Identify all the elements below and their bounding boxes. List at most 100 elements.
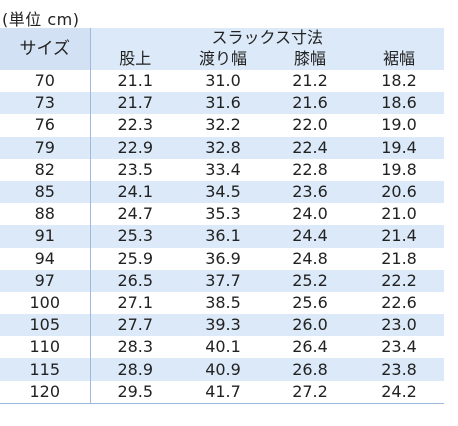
size-table: サイズ スラックス寸法 股上 渡り幅 膝幅 裾幅 70 21.1 31.0 21.2 1… — [0, 28, 445, 403]
cell-size: 100 — [0, 291, 91, 315]
cell-hem-width: 20.6 — [354, 180, 445, 204]
cell-thigh-width: 40.1 — [180, 336, 266, 359]
header-hem-width: 裾幅 — [354, 48, 445, 70]
cell-rise: 25.9 — [90, 247, 180, 270]
cell-knee-width: 26.8 — [266, 358, 354, 381]
cell-thigh-width: 34.5 — [180, 180, 266, 204]
cell-size: 70 — [0, 70, 91, 93]
table-row: 85 24.1 34.5 23.6 20.6 — [0, 180, 445, 204]
cell-rise: 24.7 — [90, 203, 180, 226]
header-slacks-dimensions: スラックス寸法 — [90, 28, 445, 48]
cell-thigh-width: 39.3 — [180, 314, 266, 337]
table-row: 100 27.1 38.5 25.6 22.6 — [0, 291, 445, 315]
cell-hem-width: 21.4 — [354, 225, 445, 248]
cell-thigh-width: 31.0 — [180, 70, 266, 93]
cell-knee-width: 26.0 — [266, 314, 354, 337]
cell-hem-width: 22.2 — [354, 269, 445, 292]
header-size: サイズ — [0, 28, 91, 70]
cell-thigh-width: 31.6 — [180, 92, 266, 115]
cell-hem-width: 21.0 — [354, 203, 445, 226]
cell-size: 76 — [0, 114, 91, 137]
cell-knee-width: 22.8 — [266, 158, 354, 181]
cell-size: 94 — [0, 247, 91, 270]
cell-rise: 28.9 — [90, 358, 180, 381]
cell-hem-width: 19.8 — [354, 158, 445, 181]
cell-knee-width: 24.4 — [266, 225, 354, 248]
cell-size: 85 — [0, 180, 91, 204]
cell-rise: 28.3 — [90, 336, 180, 359]
cell-knee-width: 25.2 — [266, 269, 354, 292]
cell-rise: 22.9 — [90, 136, 180, 159]
table-row: 94 25.9 36.9 24.8 21.8 — [0, 247, 445, 270]
cell-rise: 26.5 — [90, 269, 180, 292]
cell-hem-width: 21.8 — [354, 247, 445, 270]
table-row: 110 28.3 40.1 26.4 23.4 — [0, 336, 445, 359]
cell-rise: 27.1 — [90, 291, 180, 315]
cell-size: 110 — [0, 336, 91, 359]
cell-size: 79 — [0, 136, 91, 159]
cell-thigh-width: 33.4 — [180, 158, 266, 181]
cell-hem-width: 23.8 — [354, 358, 445, 381]
cell-rise: 29.5 — [90, 380, 180, 403]
table-row: 115 28.9 40.9 26.8 23.8 — [0, 358, 445, 381]
cell-hem-width: 23.0 — [354, 314, 445, 337]
table-row: 70 21.1 31.0 21.2 18.2 — [0, 70, 445, 93]
table-row: 97 26.5 37.7 25.2 22.2 — [0, 269, 445, 292]
cell-knee-width: 21.6 — [266, 92, 354, 115]
cell-size: 120 — [0, 380, 91, 403]
cell-knee-width: 22.0 — [266, 114, 354, 137]
cell-thigh-width: 36.9 — [180, 247, 266, 270]
table-row: 120 29.5 41.7 27.2 24.2 — [0, 380, 445, 403]
table-row: 79 22.9 32.8 22.4 19.4 — [0, 136, 445, 159]
table-row: 76 22.3 32.2 22.0 19.0 — [0, 114, 445, 137]
cell-thigh-width: 38.5 — [180, 291, 266, 315]
table-row: 91 25.3 36.1 24.4 21.4 — [0, 225, 445, 248]
cell-thigh-width: 41.7 — [180, 380, 266, 403]
cell-size: 97 — [0, 269, 91, 292]
cell-rise: 27.7 — [90, 314, 180, 337]
cell-knee-width: 27.2 — [266, 380, 354, 403]
header-knee-width: 膝幅 — [266, 48, 354, 70]
cell-size: 73 — [0, 92, 91, 115]
cell-size: 91 — [0, 225, 91, 248]
cell-thigh-width: 36.1 — [180, 225, 266, 248]
cell-knee-width: 24.8 — [266, 247, 354, 270]
table-bottom-border — [0, 403, 444, 404]
cell-thigh-width: 32.2 — [180, 114, 266, 137]
cell-knee-width: 21.2 — [266, 70, 354, 93]
cell-knee-width: 25.6 — [266, 291, 354, 315]
cell-size: 105 — [0, 314, 91, 337]
cell-rise: 24.1 — [90, 180, 180, 204]
cell-hem-width: 18.6 — [354, 92, 445, 115]
table-row: 88 24.7 35.3 24.0 21.0 — [0, 203, 445, 226]
cell-hem-width: 19.4 — [354, 136, 445, 159]
header-rise: 股上 — [90, 48, 180, 70]
table-row: 105 27.7 39.3 26.0 23.0 — [0, 314, 445, 337]
cell-hem-width: 19.0 — [354, 114, 445, 137]
cell-rise: 23.5 — [90, 158, 180, 181]
header-thigh-width: 渡り幅 — [180, 48, 266, 70]
cell-knee-width: 22.4 — [266, 136, 354, 159]
cell-knee-width: 26.4 — [266, 336, 354, 359]
cell-thigh-width: 37.7 — [180, 269, 266, 292]
table-row: 73 21.7 31.6 21.6 18.6 — [0, 92, 445, 115]
cell-knee-width: 23.6 — [266, 180, 354, 204]
cell-hem-width: 24.2 — [354, 380, 445, 403]
cell-hem-width: 18.2 — [354, 70, 445, 93]
cell-rise: 21.7 — [90, 92, 180, 115]
cell-thigh-width: 32.8 — [180, 136, 266, 159]
cell-thigh-width: 35.3 — [180, 203, 266, 226]
table-header: サイズ スラックス寸法 股上 渡り幅 膝幅 裾幅 — [0, 28, 445, 70]
cell-hem-width: 23.4 — [354, 336, 445, 359]
table-row: 82 23.5 33.4 22.8 19.8 — [0, 158, 445, 181]
cell-rise: 25.3 — [90, 225, 180, 248]
cell-knee-width: 24.0 — [266, 203, 354, 226]
table-body: 70 21.1 31.0 21.2 18.2 73 21.7 31.6 21.6 18.6 76 22… — [0, 70, 445, 403]
unit-label: (単位 cm) — [2, 10, 80, 29]
cell-rise: 22.3 — [90, 114, 180, 137]
cell-rise: 21.1 — [90, 70, 180, 93]
cell-size: 115 — [0, 358, 91, 381]
cell-size: 88 — [0, 203, 91, 226]
cell-size: 82 — [0, 158, 91, 181]
cell-hem-width: 22.6 — [354, 291, 445, 315]
